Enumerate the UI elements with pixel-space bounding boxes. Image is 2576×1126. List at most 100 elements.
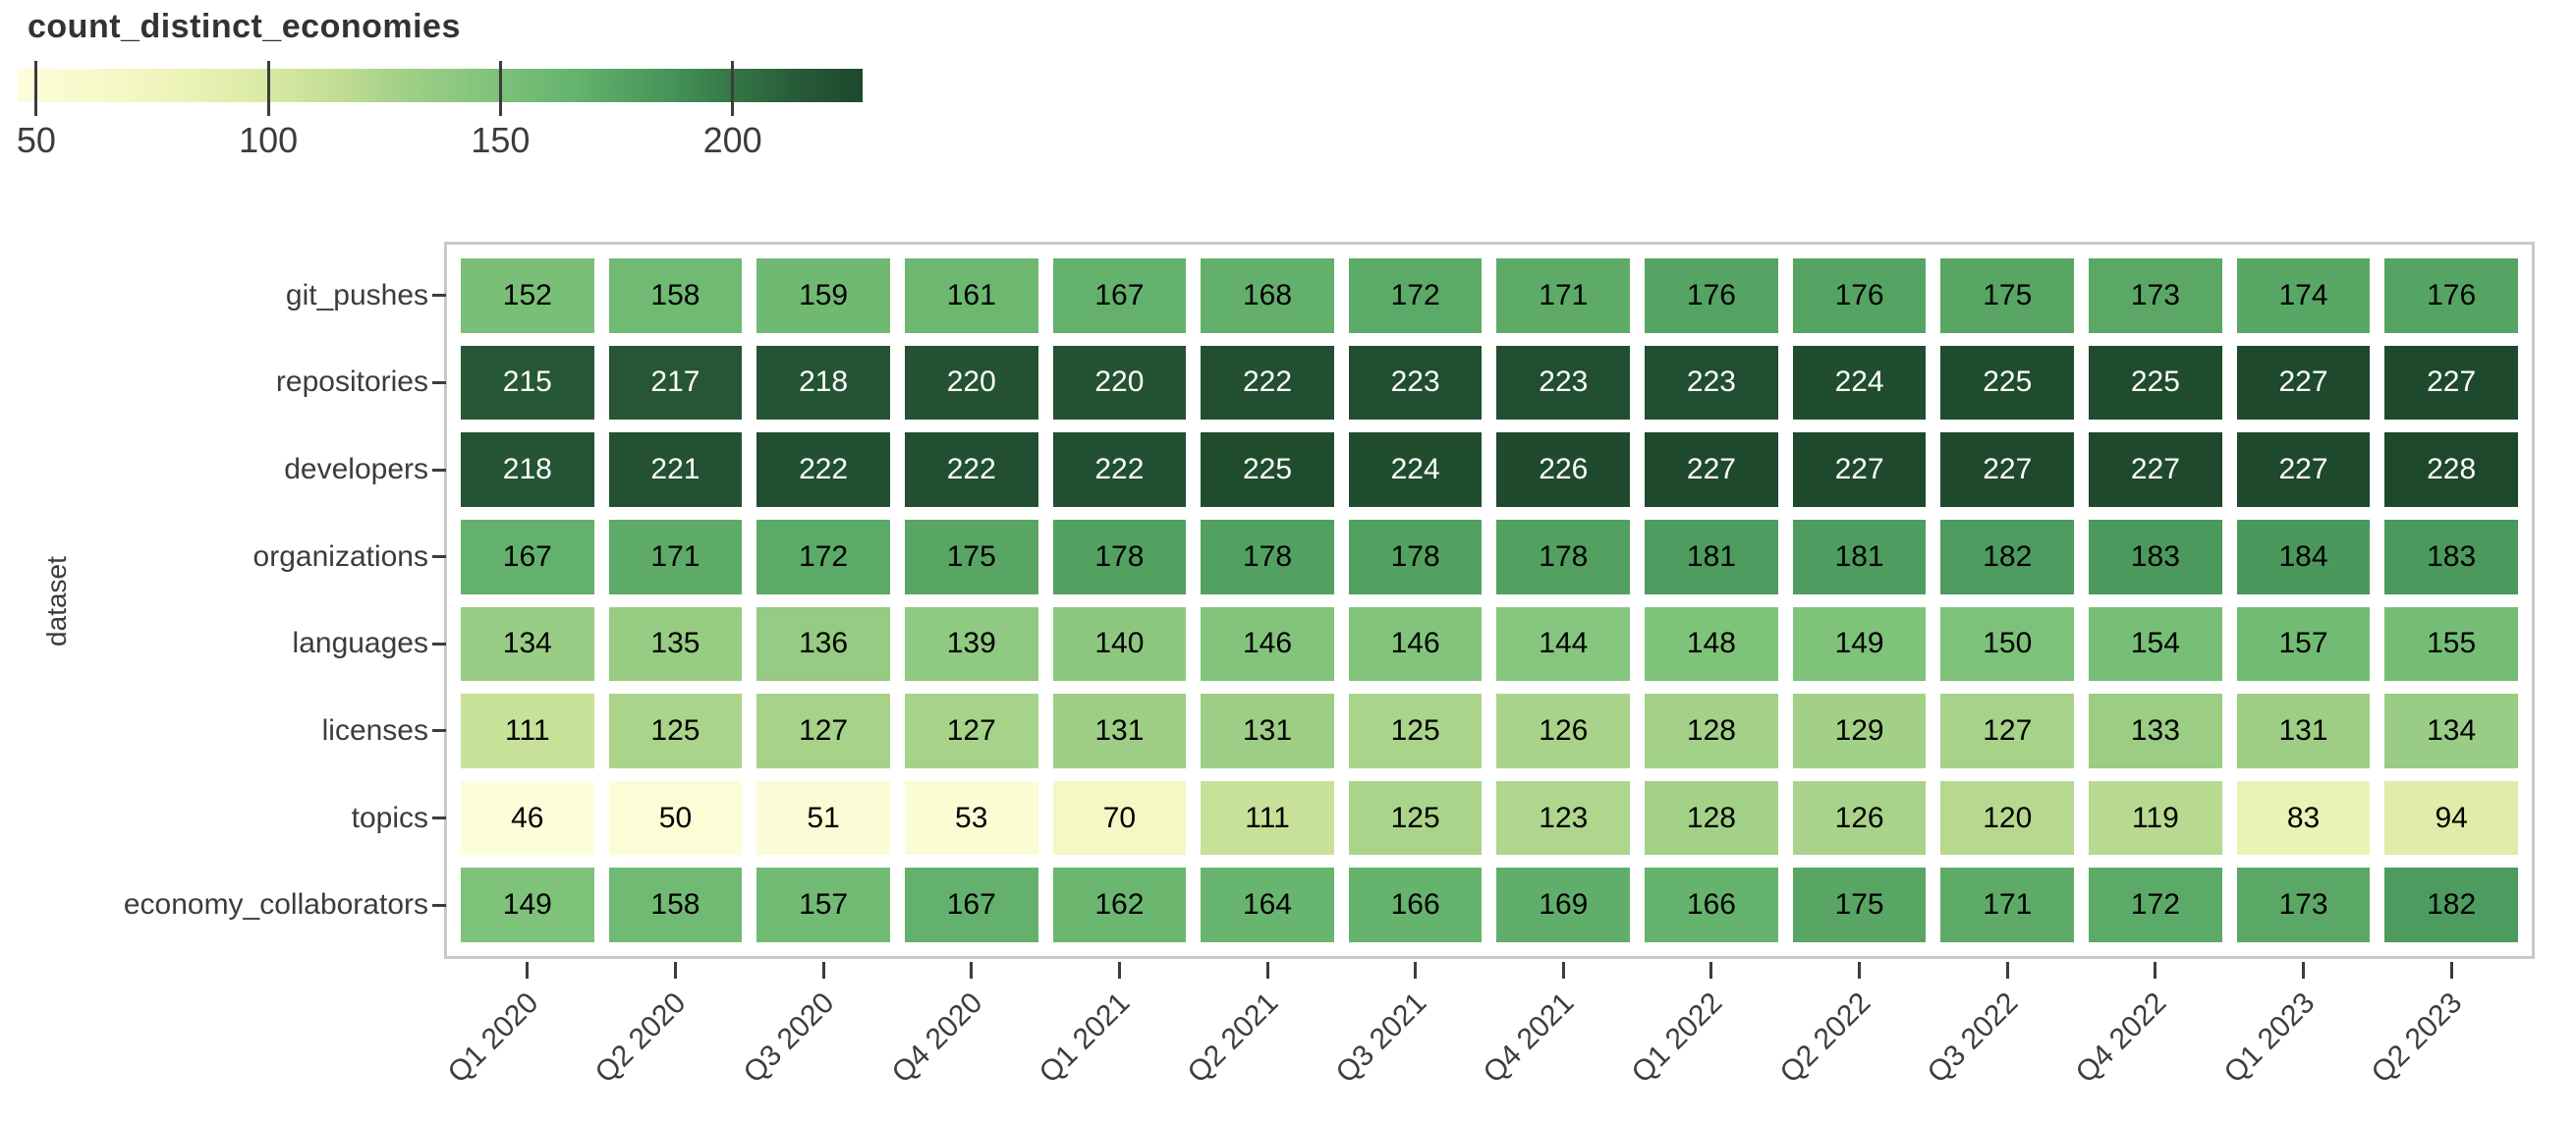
y-tick — [432, 903, 446, 907]
legend-tick-label: 100 — [239, 120, 299, 160]
heatmap-cell: 127 — [904, 694, 1038, 768]
heatmap-cell: 154 — [2089, 606, 2222, 682]
heatmap-cell: 220 — [1052, 345, 1187, 421]
x-tick — [1709, 962, 1713, 979]
heatmap-cell: 70 — [1052, 780, 1187, 856]
heatmap-cell: 128 — [1645, 694, 1778, 768]
heatmap-cell: 164 — [1201, 868, 1334, 942]
heatmap-cell: 222 — [756, 432, 890, 507]
heatmap-cell: 149 — [1792, 606, 1927, 682]
heatmap-cell: 148 — [1645, 606, 1778, 682]
heatmap-cell: 224 — [1348, 432, 1483, 507]
heatmap-cell: 215 — [461, 345, 594, 421]
heatmap-cell: 227 — [1940, 432, 2075, 507]
heatmap-cell: 128 — [1645, 780, 1778, 856]
heatmap-cell: 167 — [904, 868, 1038, 942]
heatmap-cell: 221 — [608, 432, 743, 507]
heatmap-cell: 119 — [2089, 780, 2222, 856]
heatmap-cell: 227 — [2089, 432, 2222, 507]
legend-tick-label: 150 — [471, 120, 531, 160]
heatmap-cell: 158 — [608, 258, 743, 333]
legend-tick — [34, 61, 38, 116]
x-tick — [970, 962, 974, 979]
heatmap-cell: 172 — [2089, 868, 2222, 942]
y-axis-label: organizations — [252, 539, 428, 573]
heatmap-cell: 181 — [1645, 519, 1778, 594]
heatmap-cell: 182 — [1940, 519, 2075, 594]
heatmap-cell: 140 — [1052, 606, 1187, 682]
heatmap-cell: 144 — [1496, 606, 1631, 682]
heatmap-cell: 131 — [1052, 694, 1187, 768]
heatmap-cell: 178 — [1201, 519, 1334, 594]
heatmap-cell: 222 — [1052, 432, 1187, 507]
heatmap-cell: 227 — [1645, 432, 1778, 507]
heatmap-cell: 133 — [2089, 694, 2222, 768]
heatmap-cell: 227 — [2384, 345, 2518, 421]
x-axis-label: Q1 2020 — [441, 986, 545, 1090]
heatmap-cell: 139 — [904, 606, 1038, 682]
heatmap-cell: 173 — [2236, 868, 2371, 942]
legend-tick — [498, 61, 502, 116]
legend-tick-label: 200 — [702, 120, 762, 160]
heatmap-cell: 225 — [1940, 345, 2075, 421]
heatmap-cell: 136 — [756, 606, 890, 682]
legend-tick — [266, 61, 270, 116]
plot-area: 152 158 159 161 167 168 172 171 176 176 175 173 174 1… — [444, 242, 2535, 959]
heatmap-cell: 125 — [1348, 694, 1483, 768]
heatmap-cell: 182 — [2384, 868, 2518, 942]
heatmap-cell: 176 — [1645, 258, 1778, 333]
heatmap-cell: 131 — [2236, 694, 2371, 768]
y-axis-label: licenses — [321, 713, 428, 747]
heatmap-cell: 146 — [1201, 606, 1334, 682]
heatmap-cell: 227 — [1792, 432, 1927, 507]
x-tick — [1117, 962, 1121, 979]
x-tick — [2449, 962, 2453, 979]
x-tick — [1414, 962, 1418, 979]
heatmap-cell: 135 — [608, 606, 743, 682]
x-tick — [1265, 962, 1269, 979]
heatmap-cell: 218 — [461, 432, 594, 507]
y-axis-label: economy_collaborators — [123, 888, 428, 922]
heatmap-cell: 223 — [1645, 345, 1778, 421]
heatmap-cell: 226 — [1496, 432, 1631, 507]
heatmap-cell: 125 — [608, 694, 743, 768]
x-tick — [2302, 962, 2306, 979]
heatmap-cell: 51 — [756, 780, 890, 856]
heatmap-cell: 126 — [1792, 780, 1927, 856]
heatmap-cell: 227 — [2236, 432, 2371, 507]
heatmap-cell: 225 — [1201, 432, 1334, 507]
x-tick — [821, 962, 825, 979]
heatmap-cell: 120 — [1940, 780, 2075, 856]
heatmap-cell: 150 — [1940, 606, 2075, 682]
heatmap-cell: 178 — [1496, 519, 1631, 594]
x-tick — [673, 962, 677, 979]
heatmap-cell: 225 — [2089, 345, 2222, 421]
heatmap-cell: 183 — [2089, 519, 2222, 594]
heatmap-cell: 175 — [1940, 258, 2075, 333]
heatmap-cell: 146 — [1348, 606, 1483, 682]
heatmap-cell: 184 — [2236, 519, 2371, 594]
heatmap-cell: 129 — [1792, 694, 1927, 768]
heatmap-grid: 152 158 159 161 167 168 172 171 176 176 175 173 174 1… — [461, 258, 2518, 942]
heatmap-cell: 134 — [461, 606, 594, 682]
heatmap-cell: 174 — [2236, 258, 2371, 333]
heatmap-cell: 131 — [1201, 694, 1334, 768]
legend-gradient-bar — [18, 69, 863, 102]
y-tick — [432, 816, 446, 820]
heatmap-cell: 183 — [2384, 519, 2518, 594]
y-axis-label: developers — [284, 453, 428, 486]
heatmap-cell: 161 — [904, 258, 1038, 333]
heatmap-cell: 172 — [1348, 258, 1483, 333]
heatmap-cell: 166 — [1348, 868, 1483, 942]
x-tick — [526, 962, 530, 979]
heatmap-cell: 228 — [2384, 432, 2518, 507]
heatmap-cell: 167 — [1052, 258, 1187, 333]
heatmap-cell: 111 — [1201, 780, 1334, 856]
y-axis-label: topics — [351, 801, 428, 834]
heatmap-cell: 181 — [1792, 519, 1927, 594]
heatmap-cell: 176 — [2384, 258, 2518, 333]
heatmap-cell: 155 — [2384, 606, 2518, 682]
heatmap-cell: 173 — [2089, 258, 2222, 333]
y-axis-title: dataset — [41, 556, 72, 647]
